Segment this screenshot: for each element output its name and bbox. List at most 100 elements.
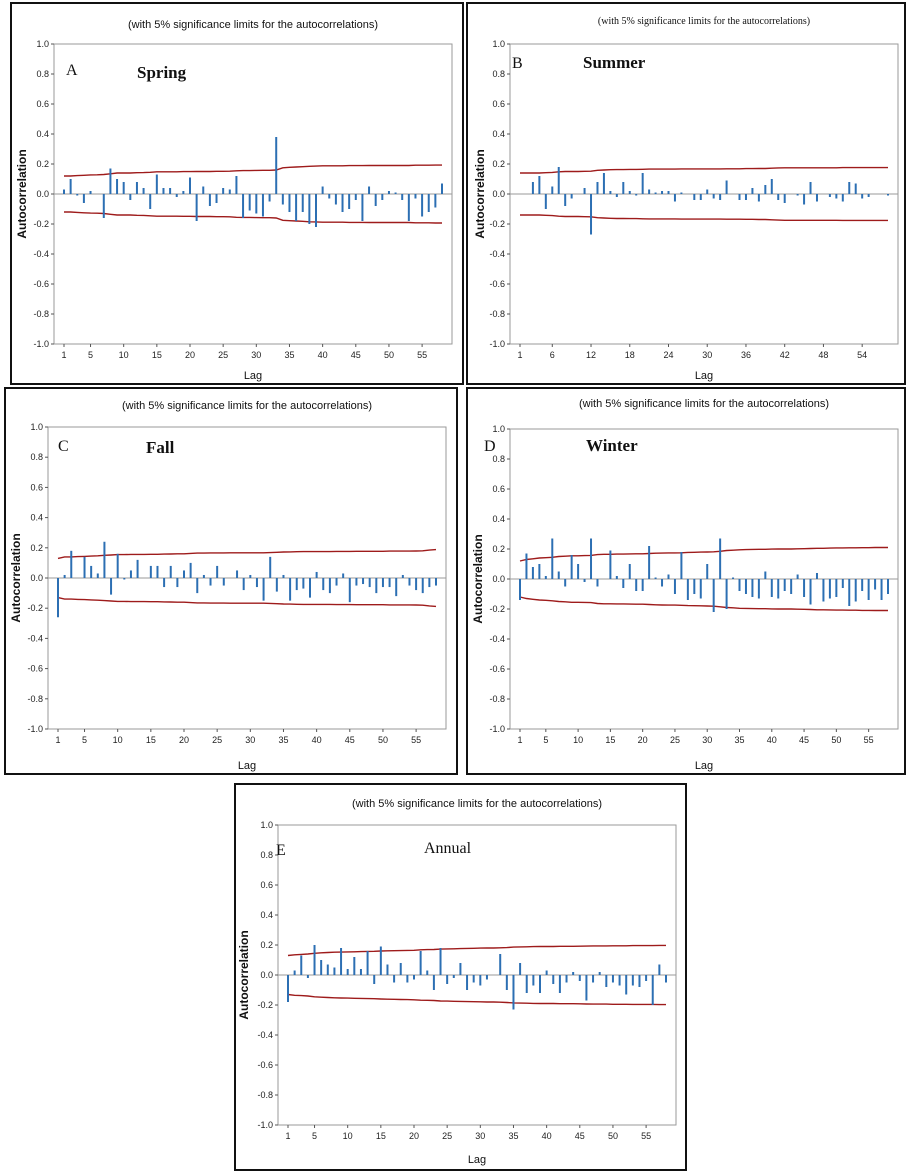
x-tick-label: 5 <box>312 1131 317 1141</box>
x-tick-label: 20 <box>179 735 189 745</box>
y-tick-label: 1.0 <box>492 424 505 434</box>
x-tick-label: 25 <box>442 1131 452 1141</box>
x-tick-label: 30 <box>702 350 712 360</box>
x-tick-label: 24 <box>663 350 673 360</box>
chart-subtitle: (with 5% significance limits for the aut… <box>352 798 602 810</box>
x-tick-label: 55 <box>641 1131 651 1141</box>
panel-letter: A <box>66 62 78 79</box>
y-tick-label: -1.0 <box>489 724 505 734</box>
y-tick-label: 0.2 <box>260 940 273 950</box>
x-tick-label: 40 <box>542 1131 552 1141</box>
lower-significance-limit <box>64 211 442 224</box>
x-tick-label: 48 <box>818 350 828 360</box>
y-tick-label: -0.8 <box>489 694 505 704</box>
x-tick-label: 15 <box>376 1131 386 1141</box>
x-tick-label: 30 <box>245 735 255 745</box>
x-axis-label: Lag <box>468 1154 486 1166</box>
y-tick-label: -0.2 <box>33 219 49 229</box>
x-tick-label: 5 <box>543 735 548 745</box>
x-tick-label: 30 <box>702 735 712 745</box>
x-tick-label: 55 <box>417 350 427 360</box>
x-tick-label: 10 <box>343 1131 353 1141</box>
upper-significance-limit <box>519 546 888 562</box>
x-tick-label: 1 <box>61 350 66 360</box>
x-tick-label: 25 <box>212 735 222 745</box>
chart-title-annual: Annual <box>424 840 472 857</box>
x-tick-label: 30 <box>251 350 261 360</box>
y-tick-label: -1.0 <box>489 339 505 349</box>
y-tick-label: -0.4 <box>257 1030 273 1040</box>
y-tick-label: -1.0 <box>27 724 43 734</box>
y-tick-label: 0.4 <box>492 514 505 524</box>
y-tick-label: 0.6 <box>260 880 273 890</box>
y-tick-label: 0.8 <box>36 69 49 79</box>
y-tick-label: 0.6 <box>492 99 505 109</box>
x-tick-label: 35 <box>278 735 288 745</box>
chart-subtitle: (with 5% significance limits for the aut… <box>128 19 378 31</box>
lower-significance-limit <box>57 596 437 608</box>
x-axis-label: Lag <box>244 370 262 382</box>
x-tick-label: 40 <box>312 735 322 745</box>
x-tick-label: 30 <box>475 1131 485 1141</box>
panel-spring: (with 5% significance limits for the aut… <box>10 2 464 385</box>
y-tick-label: -1.0 <box>257 1120 273 1130</box>
x-tick-label: 15 <box>146 735 156 745</box>
y-tick-label: 0.0 <box>30 573 43 583</box>
panel-letter: E <box>276 842 286 859</box>
y-tick-label: 1.0 <box>260 820 273 830</box>
y-tick-label: -0.2 <box>27 603 43 613</box>
y-tick-label: 0.4 <box>36 129 49 139</box>
y-tick-label: 0.6 <box>492 484 505 494</box>
y-tick-label: -0.6 <box>489 279 505 289</box>
y-tick-label: 0.8 <box>492 454 505 464</box>
x-tick-label: 20 <box>638 735 648 745</box>
y-tick-label: 0.0 <box>260 970 273 980</box>
chart-subtitle: (with 5% significance limits for the aut… <box>579 398 829 410</box>
y-tick-label: -0.2 <box>489 219 505 229</box>
x-tick-label: 15 <box>152 350 162 360</box>
x-tick-label: 1 <box>517 735 522 745</box>
panel-fall: (with 5% significance limits for the aut… <box>4 387 458 775</box>
x-tick-label: 6 <box>550 350 555 360</box>
y-tick-label: -0.8 <box>33 309 49 319</box>
x-tick-label: 25 <box>218 350 228 360</box>
y-tick-label: -0.6 <box>33 279 49 289</box>
x-tick-label: 42 <box>780 350 790 360</box>
x-tick-label: 45 <box>345 735 355 745</box>
y-tick-label: 0.4 <box>30 513 43 523</box>
lower-significance-limit <box>519 596 888 612</box>
x-tick-label: 40 <box>767 735 777 745</box>
y-tick-label: -0.6 <box>257 1060 273 1070</box>
x-tick-label: 10 <box>119 350 129 360</box>
lower-significance-limit <box>520 214 888 222</box>
y-tick-label: 0.8 <box>260 850 273 860</box>
y-tick-label: -0.8 <box>257 1090 273 1100</box>
y-tick-label: -0.2 <box>489 604 505 614</box>
y-tick-label: 1.0 <box>30 422 43 432</box>
x-tick-label: 36 <box>741 350 751 360</box>
x-tick-label: 55 <box>411 735 421 745</box>
y-tick-label: 0.6 <box>30 482 43 492</box>
x-tick-label: 54 <box>857 350 867 360</box>
x-tick-label: 35 <box>508 1131 518 1141</box>
y-tick-label: 0.4 <box>492 129 505 139</box>
chart-subtitle: (with 5% significance limits for the aut… <box>598 16 810 27</box>
acf-chart-fall: (with 5% significance limits for the aut… <box>9 400 447 772</box>
y-tick-label: -0.4 <box>27 633 43 643</box>
upper-significance-limit <box>287 944 666 957</box>
y-axis-label: Autocorrelation <box>237 930 251 1019</box>
y-tick-label: -0.8 <box>489 309 505 319</box>
chart-title-winter: Winter <box>586 436 638 455</box>
x-tick-label: 1 <box>285 1131 290 1141</box>
y-tick-label: 0.2 <box>36 159 49 169</box>
y-tick-label: 1.0 <box>492 39 505 49</box>
y-tick-label: 0.2 <box>30 543 43 553</box>
y-tick-label: -0.2 <box>257 1000 273 1010</box>
x-axis-label: Lag <box>695 370 713 382</box>
y-tick-label: -1.0 <box>33 339 49 349</box>
x-tick-label: 50 <box>378 735 388 745</box>
x-tick-label: 40 <box>318 350 328 360</box>
x-tick-label: 1 <box>55 735 60 745</box>
panel-annual: (with 5% significance limits for the aut… <box>234 783 687 1171</box>
acf-chart-spring: (with 5% significance limits for the aut… <box>15 19 453 382</box>
